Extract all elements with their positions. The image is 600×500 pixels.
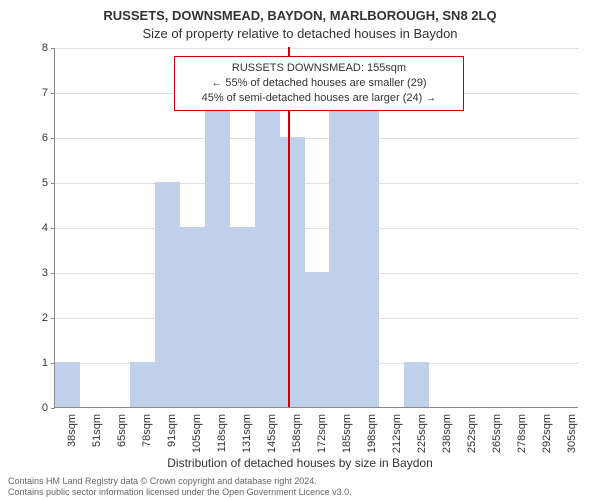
ytick-label: 6	[28, 132, 48, 144]
ytick-label: 1	[28, 357, 48, 369]
xtick-label: 91sqm	[166, 414, 178, 464]
ytick-label: 5	[28, 177, 48, 189]
xtick-label: 78sqm	[141, 414, 153, 464]
xtick-label: 198sqm	[366, 414, 378, 464]
histogram-bar	[230, 227, 255, 407]
histogram-bar	[280, 137, 305, 407]
gridline	[55, 183, 579, 184]
footer-line2: Contains public sector information licen…	[8, 487, 592, 498]
chart-title-line2: Size of property relative to detached ho…	[0, 26, 600, 41]
ytick-mark	[51, 48, 55, 49]
xtick-label: 158sqm	[291, 414, 303, 464]
ytick-label: 7	[28, 87, 48, 99]
histogram-bar	[404, 362, 429, 407]
ytick-label: 4	[28, 222, 48, 234]
xtick-label: 252sqm	[466, 414, 478, 464]
xtick-label: 212sqm	[391, 414, 403, 464]
footer-attribution: Contains HM Land Registry data © Crown c…	[8, 476, 592, 498]
xtick-label: 292sqm	[541, 414, 553, 464]
xtick-label: 51sqm	[91, 414, 103, 464]
xtick-label: 278sqm	[516, 414, 528, 464]
histogram-bar	[180, 227, 205, 407]
ytick-label: 2	[28, 312, 48, 324]
ytick-mark	[51, 408, 55, 409]
ytick-mark	[51, 318, 55, 319]
xtick-label: 185sqm	[341, 414, 353, 464]
annotation-line1: RUSSETS DOWNSMEAD: 155sqm	[183, 61, 455, 76]
histogram-bar	[130, 362, 155, 407]
histogram-bar	[354, 92, 379, 407]
gridline	[55, 48, 579, 49]
ytick-mark	[51, 228, 55, 229]
chart-title-line1: RUSSETS, DOWNSMEAD, BAYDON, MARLBOROUGH,…	[0, 8, 600, 23]
xtick-label: 225sqm	[416, 414, 428, 464]
xtick-label: 105sqm	[191, 414, 203, 464]
histogram-bar	[155, 182, 180, 407]
histogram-bar	[305, 272, 330, 407]
gridline	[55, 228, 579, 229]
xtick-label: 265sqm	[491, 414, 503, 464]
annotation-box: RUSSETS DOWNSMEAD: 155sqm ← 55% of detac…	[174, 56, 464, 111]
gridline	[55, 138, 579, 139]
xtick-label: 65sqm	[116, 414, 128, 464]
xtick-label: 305sqm	[566, 414, 578, 464]
ytick-mark	[51, 183, 55, 184]
histogram-bar	[255, 92, 280, 407]
xtick-label: 118sqm	[216, 414, 228, 464]
histogram-bar	[329, 92, 354, 407]
histogram-bar	[55, 362, 80, 407]
xtick-label: 172sqm	[316, 414, 328, 464]
annotation-line2: ← 55% of detached houses are smaller (29…	[183, 76, 455, 91]
ytick-label: 0	[28, 402, 48, 414]
xtick-label: 238sqm	[441, 414, 453, 464]
annotation-line3: 45% of semi-detached houses are larger (…	[183, 91, 455, 106]
ytick-label: 8	[28, 42, 48, 54]
xtick-label: 38sqm	[66, 414, 78, 464]
histogram-bar	[205, 92, 230, 407]
ytick-mark	[51, 93, 55, 94]
ytick-mark	[51, 273, 55, 274]
ytick-label: 3	[28, 267, 48, 279]
footer-line1: Contains HM Land Registry data © Crown c…	[8, 476, 592, 487]
xtick-label: 145sqm	[266, 414, 278, 464]
xtick-label: 131sqm	[241, 414, 253, 464]
ytick-mark	[51, 138, 55, 139]
